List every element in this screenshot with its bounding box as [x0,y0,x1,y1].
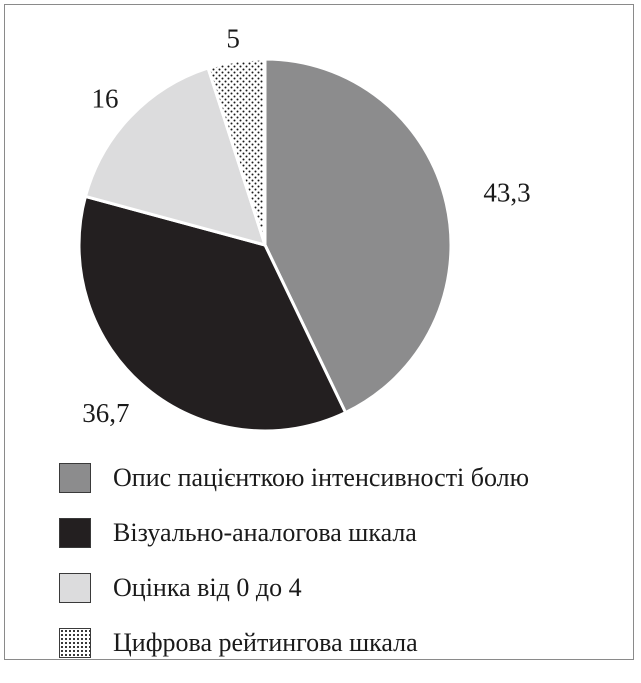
pie-data-label: 5 [226,24,240,54]
legend-swatch [59,463,91,493]
chart-figure: 43,3 36,7 16 5 Опис пацієнткою інтенсивност… [4,4,634,660]
pie-rim [78,58,452,432]
legend-item: Оцінка від 0 до 4 [59,573,619,603]
legend-item: Візуально-аналогова шкала [59,518,619,548]
legend-label: Опис пацієнткою інтенсивності болю [113,463,530,492]
pie-data-label: 43,3 [483,178,530,208]
legend-swatch [59,573,91,603]
pie-slices [77,57,453,433]
pie-chart: 43,3 36,7 16 5 [77,24,531,433]
legend-swatch [59,518,91,548]
pie-data-labels: 43,3 36,7 16 5 [82,24,530,429]
legend: Опис пацієнткою інтенсивності болю Візуа… [59,463,619,683]
legend-label: Цифрова рейтингова шкала [113,628,418,657]
legend-label: Оцінка від 0 до 4 [113,573,302,602]
legend-item: Цифрова рейтингова шкала [59,628,619,658]
pie-data-label: 16 [92,84,119,114]
legend-swatch [59,628,91,658]
pie-data-label: 36,7 [82,398,129,428]
legend-label: Візуально-аналогова шкала [113,518,417,547]
legend-item: Опис пацієнткою інтенсивності болю [59,463,619,493]
